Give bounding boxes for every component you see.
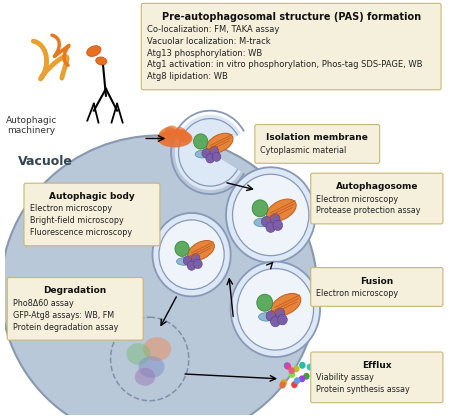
FancyBboxPatch shape (24, 183, 160, 246)
Circle shape (294, 377, 301, 384)
Text: Vacuole: Vacuole (18, 155, 73, 168)
Text: Protein synthesis assay: Protein synthesis assay (316, 385, 410, 394)
Circle shape (252, 200, 268, 217)
Text: Cytoplasmic material: Cytoplasmic material (261, 146, 346, 155)
Circle shape (257, 294, 273, 311)
Ellipse shape (135, 368, 155, 386)
Ellipse shape (143, 337, 171, 361)
Circle shape (153, 213, 231, 297)
FancyBboxPatch shape (7, 277, 143, 340)
Ellipse shape (206, 133, 233, 153)
Circle shape (303, 373, 310, 380)
Circle shape (175, 241, 189, 256)
Ellipse shape (258, 312, 274, 321)
Ellipse shape (157, 129, 192, 147)
Circle shape (275, 308, 285, 318)
FancyBboxPatch shape (255, 124, 380, 163)
Ellipse shape (1, 136, 317, 416)
Text: Electron microscopy: Electron microscopy (316, 289, 399, 298)
Ellipse shape (138, 356, 164, 378)
Ellipse shape (164, 126, 178, 136)
Ellipse shape (158, 127, 176, 142)
Circle shape (262, 216, 271, 227)
Circle shape (299, 375, 305, 382)
Circle shape (289, 371, 295, 378)
FancyBboxPatch shape (311, 267, 443, 306)
Text: Efflux: Efflux (362, 361, 392, 370)
Text: Autophagic body: Autophagic body (49, 192, 135, 201)
Text: Autophagic
machinery: Autophagic machinery (6, 116, 57, 135)
Text: Pre-autophagosomal structure (PAS) formation: Pre-autophagosomal structure (PAS) forma… (162, 12, 421, 22)
Circle shape (281, 379, 287, 386)
Text: Electron microscopy: Electron microscopy (316, 195, 399, 203)
Text: GFP-Atg8 assays: WB, FM: GFP-Atg8 assays: WB, FM (13, 311, 114, 320)
Circle shape (273, 220, 283, 230)
Ellipse shape (175, 127, 186, 136)
Circle shape (237, 269, 313, 350)
Ellipse shape (188, 240, 214, 260)
Circle shape (299, 362, 306, 369)
Text: Vacuolar localization: M-track: Vacuolar localization: M-track (147, 37, 271, 46)
Circle shape (233, 174, 309, 256)
Ellipse shape (266, 199, 296, 221)
Circle shape (270, 213, 280, 224)
Text: Bright-field microscopy: Bright-field microscopy (29, 216, 123, 225)
Circle shape (285, 363, 291, 370)
Text: Autophagosome: Autophagosome (336, 182, 418, 191)
Text: Degradation: Degradation (44, 287, 107, 295)
Text: Fluorescence microscopy: Fluorescence microscopy (29, 228, 132, 238)
Text: Co-localization: FM, TAKA assay: Co-localization: FM, TAKA assay (147, 25, 279, 34)
Text: Protein degradation assay: Protein degradation assay (13, 323, 118, 332)
Circle shape (226, 167, 315, 262)
Ellipse shape (176, 258, 191, 265)
Circle shape (279, 381, 286, 389)
Circle shape (193, 259, 202, 269)
Circle shape (202, 149, 210, 158)
Circle shape (206, 154, 215, 163)
Circle shape (187, 261, 196, 270)
Circle shape (210, 146, 219, 156)
FancyBboxPatch shape (141, 3, 441, 90)
Ellipse shape (96, 57, 107, 65)
Circle shape (307, 364, 313, 371)
Text: Protease protection assay: Protease protection assay (316, 206, 421, 215)
Text: Atg13 phosphorylation: WB: Atg13 phosphorylation: WB (147, 49, 262, 57)
Ellipse shape (174, 129, 191, 142)
FancyBboxPatch shape (311, 352, 443, 403)
Circle shape (284, 362, 291, 369)
Text: Pho8Δ60 assay: Pho8Δ60 assay (13, 299, 73, 308)
Circle shape (231, 262, 320, 357)
Circle shape (291, 381, 298, 388)
Circle shape (212, 152, 221, 161)
Circle shape (191, 253, 200, 263)
Circle shape (159, 220, 224, 290)
Circle shape (193, 134, 208, 149)
Text: Electron microscopy: Electron microscopy (29, 205, 112, 213)
Wedge shape (175, 115, 241, 190)
Text: Viability assay: Viability assay (316, 373, 374, 382)
Circle shape (293, 365, 300, 372)
Ellipse shape (271, 293, 301, 316)
Text: Isolation membrane: Isolation membrane (266, 134, 368, 142)
Ellipse shape (127, 343, 151, 365)
Ellipse shape (195, 150, 210, 158)
Circle shape (278, 314, 287, 325)
Ellipse shape (254, 218, 270, 227)
Circle shape (288, 367, 295, 374)
Text: Atg8 lipidation: WB: Atg8 lipidation: WB (147, 72, 228, 82)
Circle shape (271, 317, 280, 327)
Circle shape (266, 311, 276, 321)
Circle shape (266, 222, 275, 233)
Ellipse shape (87, 46, 101, 57)
Text: Fusion: Fusion (360, 277, 393, 285)
Text: Atg1 activation: in vitro phosphorylation, Phos-tag SDS-PAGE, WB: Atg1 activation: in vitro phosphorylatio… (147, 60, 422, 69)
Circle shape (183, 256, 192, 265)
FancyBboxPatch shape (311, 173, 443, 224)
